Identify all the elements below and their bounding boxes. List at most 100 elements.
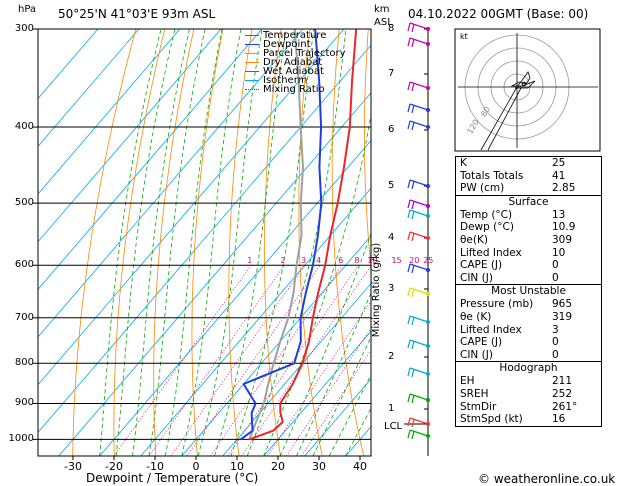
temperature-tick-label: 10 <box>230 460 244 473</box>
isotherm-line <box>99 139 371 456</box>
dry-adiabat-line <box>72 29 137 456</box>
wet-adiabat-line <box>164 29 223 456</box>
wet-adiabat-line <box>132 29 190 456</box>
mixing-ratio-label: 6 <box>338 256 344 266</box>
wet-adiabat-line <box>279 232 371 456</box>
index-row-pw: PW (cm) 2.85 <box>460 182 576 195</box>
isotherm-line <box>263 330 371 456</box>
wind-barb <box>407 22 431 33</box>
dry-adiabat-line <box>264 29 282 456</box>
index-row-k: K 25 <box>460 157 566 169</box>
wind-barb <box>407 81 431 92</box>
surface-row: CAPE (J) 0 <box>460 259 559 272</box>
isotherm-line <box>38 29 99 100</box>
wet-adiabat-line <box>197 29 263 456</box>
legend-item-dewpoint: Dewpoint <box>245 40 346 50</box>
wet-adiabat-line <box>230 29 315 456</box>
hodograph-row: StmDir 261° <box>460 400 578 413</box>
wind-barb <box>407 367 431 378</box>
mixing-ratio-label: 10 <box>367 256 378 266</box>
isotherm-line <box>38 44 371 434</box>
isotherm-line <box>181 235 371 456</box>
legend-item-dry-adiabat: Dry Adiabat <box>245 58 346 68</box>
wet-adiabat-line <box>148 29 206 456</box>
temperature-tick-label: 20 <box>271 460 285 473</box>
parcel-trajectory-line <box>248 29 304 440</box>
surface-header: Surface <box>456 194 601 209</box>
most-unstable-row: Pressure (mb) 965 <box>460 298 573 311</box>
temperature-tick-label: 0 <box>192 460 200 473</box>
mixing-ratio-line <box>267 300 371 456</box>
temperature-tick-label: 40 <box>353 460 367 473</box>
surface-row: Temp (°C) 13 <box>460 208 566 221</box>
pressure-tick-label-900: 900 <box>14 397 34 409</box>
plot-frame <box>37 28 372 457</box>
wet-adiabat-line <box>214 29 287 456</box>
wind-barb <box>407 393 431 404</box>
asl-unit-label: ASL <box>374 17 393 28</box>
dry-adiabat-line <box>331 29 365 456</box>
pressure-tick-label-500: 500 <box>14 197 34 209</box>
hodograph-row: EH 211 <box>460 375 573 388</box>
wind-barb <box>407 231 431 242</box>
wet-adiabat-line <box>263 112 371 456</box>
dry-adiabat-line <box>363 29 371 271</box>
wet-adiabat-line <box>115 29 176 456</box>
wind-barb <box>407 37 431 48</box>
wind-barb <box>407 339 431 350</box>
pressure-tick-label-400: 400 <box>14 121 34 133</box>
km-tick-label: 4 <box>388 232 395 243</box>
km-tick-label: 2 <box>388 351 395 362</box>
temperature-tick-label: -20 <box>105 460 123 473</box>
mixing-ratio-label: 20 <box>409 256 420 266</box>
hodograph-row: SREH 252 <box>460 387 573 400</box>
pressure-tick-label-700: 700 <box>14 311 34 323</box>
wind-barb <box>407 417 431 428</box>
lcl-label: LCL <box>384 421 403 432</box>
mixing-ratio-label: 15 <box>391 256 402 266</box>
km-unit-label: km <box>374 4 390 15</box>
dry-adiabat-line <box>191 29 224 456</box>
dry-adiabat-line <box>601 29 629 456</box>
mixing-ratio-line <box>148 265 285 456</box>
isotherm-line <box>140 187 371 456</box>
surface-row: Lifted Index 10 <box>460 246 566 259</box>
wet-adiabat-line <box>99 29 162 456</box>
most-unstable-row: θe (K) 319 <box>460 310 573 323</box>
location-label: 50°25'N 41°03'E 93m ASL <box>58 7 216 21</box>
wind-barb <box>407 209 431 220</box>
isotherm-line <box>38 29 263 290</box>
wind-barb <box>407 315 431 326</box>
most-unstable-row: CAPE (J) 0 <box>460 336 559 349</box>
km-tick-label: 7 <box>388 68 395 79</box>
wet-adiabat-line <box>181 29 242 456</box>
wind-barb <box>407 103 431 114</box>
mixing-ratio-line <box>301 349 371 456</box>
indices-table: K 25 Totals Totals 41 PW (cm) 2.85 Surface … <box>455 156 602 427</box>
hodograph-table-header: Hodograph <box>456 361 601 375</box>
datetime-label: 04.10.2022 00GMT (Base: 00) <box>408 7 589 21</box>
mixing-ratio-line <box>227 265 359 456</box>
mixing-ratio-line <box>286 327 371 456</box>
mixing-ratio-axis-title: Mixing Ratio (g/kg) <box>371 242 383 338</box>
isotherm-line <box>222 282 371 456</box>
pressure-tick-label-300: 300 <box>14 23 34 34</box>
temperature-tick-label: 30 <box>312 460 326 473</box>
index-row-totals: Totals Totals 41 <box>460 169 566 182</box>
legend-item-temperature: Temperature <box>245 31 346 41</box>
surface-row: CIN (J) 0 <box>460 271 559 284</box>
pressure-tick-label-800: 800 <box>14 357 34 369</box>
legend-item-isotherm: Isotherm <box>245 76 346 86</box>
legend-item-mixing-ratio: Mixing Ratio <box>245 85 346 95</box>
wind-barb <box>407 120 431 131</box>
legend: Temperature Dewpoint Parcel Trajectory D… <box>245 31 346 95</box>
dry-adiabat-line <box>396 29 447 456</box>
km-tick-label: 3 <box>388 283 395 294</box>
hodograph-unit-label: kt <box>460 32 468 41</box>
mixing-ratio-label: 25 <box>423 256 434 266</box>
dry-adiabat-line <box>113 29 166 456</box>
dewpoint-line <box>240 29 323 441</box>
km-tick-label: 5 <box>388 180 395 191</box>
wind-barb <box>407 199 431 210</box>
